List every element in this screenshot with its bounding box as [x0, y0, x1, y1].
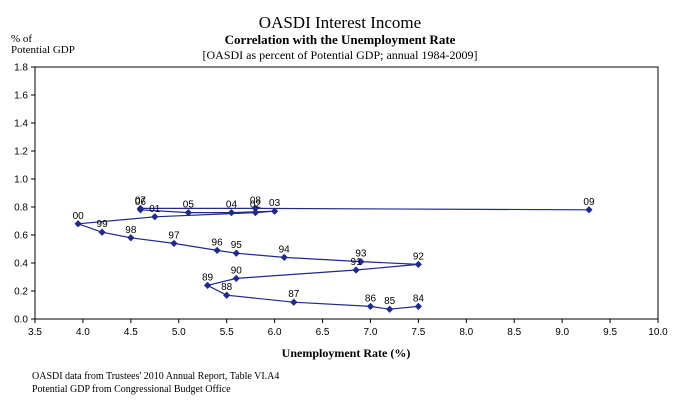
x-tick-label: 6.5: [316, 327, 330, 338]
plot-area: [34, 66, 659, 320]
point-label-99: 99: [97, 219, 109, 230]
point-label-01: 01: [149, 204, 161, 215]
point-label-85: 85: [384, 296, 396, 307]
data-point-98: [127, 234, 135, 242]
data-point-97: [170, 239, 178, 248]
series-line: [77, 207, 590, 310]
y-tick-label: 0.4: [14, 259, 28, 270]
y-tick-label: 1.2: [14, 147, 28, 158]
x-tick-label: 5.0: [172, 327, 186, 338]
chart-title: OASDI Interest Income: [259, 13, 421, 32]
x-tick-label: 7.5: [411, 327, 425, 338]
point-label-98: 98: [125, 225, 137, 236]
point-label-97: 97: [168, 230, 180, 241]
data-point-02: [251, 208, 260, 217]
data-point-04: [227, 208, 236, 217]
point-label-07: 07: [135, 195, 147, 206]
y-tick-label: 1.0: [14, 175, 28, 186]
data-point-84: [414, 302, 423, 311]
data-point-87: [290, 298, 298, 306]
data-point-93: [357, 257, 365, 266]
point-label-95: 95: [231, 240, 243, 251]
series-oasdi-interest: [74, 204, 593, 313]
point-label-93: 93: [355, 249, 367, 260]
data-point-91: [352, 266, 360, 274]
x-tick-label: 3.5: [28, 327, 42, 338]
chart-note: [OASDI as percent of Potential GDP; annu…: [203, 48, 478, 62]
data-point-99: [98, 228, 106, 236]
x-tick-label: 4.0: [76, 327, 90, 338]
point-label-87: 87: [288, 289, 300, 300]
point-label-84: 84: [413, 293, 425, 304]
x-tick-label: 9.0: [555, 327, 569, 338]
y-tick-label: 1.4: [14, 119, 28, 130]
source-note-gdp: Potential GDP from Congressional Budget …: [32, 384, 231, 395]
y-tick-label: 0.8: [14, 203, 28, 214]
x-axis: 3.5 4.0 4.5 5.0 5.5 6.0 6.5 7.0 7.5 8.0 8.5 9.0 9.5 1…: [28, 319, 668, 338]
data-point-86: [366, 302, 375, 311]
data-point-94: [280, 253, 288, 262]
y-tick-label: 0.0: [14, 315, 28, 326]
point-label-06: 06: [135, 197, 147, 208]
x-tick-label: 5.5: [220, 327, 234, 338]
data-point-07: [136, 204, 145, 213]
y-tick-label: 0.2: [14, 287, 28, 298]
point-label-02: 02: [250, 200, 262, 211]
x-tick-label: 8.5: [507, 327, 521, 338]
data-point-03: [270, 207, 279, 215]
point-labels: 84 85 86 87 88 89 90 91 92 93 94 95 96 97 98 99 00 01 02 03…: [73, 195, 595, 307]
point-label-09: 09: [583, 197, 595, 208]
x-tick-label: 4.5: [124, 327, 138, 338]
point-label-88: 88: [221, 282, 233, 293]
x-axis-label: Unemployment Rate (%): [282, 346, 411, 360]
data-point-95: [232, 249, 240, 257]
point-label-03: 03: [269, 198, 281, 209]
data-point-89: [203, 281, 212, 290]
point-label-04: 04: [226, 200, 238, 211]
x-tick-label: 10.0: [648, 327, 668, 338]
y-axis: 0.0 0.2 0.4 0.6 0.8 1.0 1.2 1.4 1.6 1.8: [14, 63, 35, 326]
point-label-94: 94: [279, 244, 291, 255]
source-note-oasdi: OASDI data from Trustees' 2010 Annual Re…: [32, 371, 279, 382]
point-label-96: 96: [212, 237, 224, 248]
data-point-08: [251, 204, 260, 213]
point-label-89: 89: [202, 272, 214, 283]
point-label-92: 92: [413, 251, 425, 262]
data-point-05: [184, 208, 192, 217]
data-point-88: [223, 291, 231, 299]
x-tick-label: 8.0: [459, 327, 473, 338]
data-point-96: [213, 246, 221, 255]
data-point-09: [585, 206, 593, 214]
data-point-00: [74, 220, 82, 228]
y-axis-label-line1: % of: [11, 33, 32, 45]
chart-subtitle: Correlation with the Unemployment Rate: [225, 32, 456, 47]
y-axis-label-line2: Potential GDP: [11, 44, 75, 56]
data-point-92: [414, 260, 423, 269]
y-tick-label: 0.6: [14, 231, 28, 242]
point-label-86: 86: [365, 293, 377, 304]
data-point-01: [151, 213, 159, 221]
point-label-00: 00: [73, 211, 85, 222]
point-label-08: 08: [250, 195, 262, 206]
point-label-90: 90: [231, 265, 243, 276]
x-tick-label: 9.5: [603, 327, 617, 338]
point-label-05: 05: [183, 200, 195, 211]
x-tick-label: 7.0: [364, 327, 378, 338]
data-point-90: [232, 274, 240, 283]
x-tick-label: 6.0: [268, 327, 282, 338]
y-tick-label: 1.6: [14, 91, 28, 102]
data-point-85: [386, 305, 394, 313]
point-label-91: 91: [351, 257, 363, 268]
y-tick-label: 1.8: [14, 63, 28, 74]
